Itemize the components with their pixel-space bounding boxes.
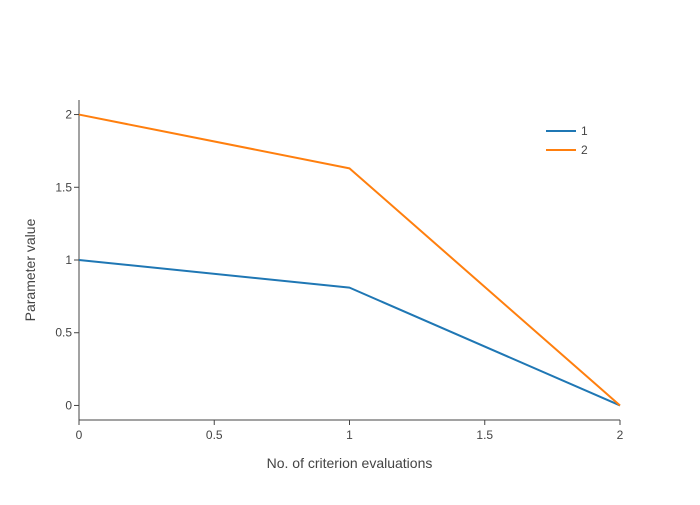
axes: 0 0.5 1 1.5 2 0 0.5 1 1.5 2 [55, 100, 624, 442]
y-tick-label: 1 [65, 253, 72, 267]
x-tick-label: 0.5 [206, 428, 223, 442]
y-tick-label: 0 [65, 398, 72, 412]
x-axis-ticks: 0 0.5 1 1.5 2 [76, 420, 624, 442]
x-tick-label: 0 [76, 428, 83, 442]
x-tick-label: 1.5 [476, 428, 493, 442]
y-axis-ticks: 0 0.5 1 1.5 2 [55, 108, 79, 412]
y-tick-label: 2 [65, 108, 72, 122]
legend-label-2: 2 [581, 143, 588, 157]
series-line-2 [78, 113, 621, 407]
legend: 12 [546, 124, 588, 157]
series-line-1 [78, 259, 621, 407]
x-axis-title: No. of criterion evaluations [267, 455, 433, 471]
series-layer [78, 113, 621, 407]
y-tick-label: 0.5 [55, 326, 72, 340]
x-tick-label: 2 [617, 428, 624, 442]
y-axis-title: Parameter value [22, 218, 38, 321]
legend-label-1: 1 [581, 124, 588, 138]
x-tick-label: 1 [346, 428, 353, 442]
y-tick-label: 1.5 [55, 180, 72, 194]
